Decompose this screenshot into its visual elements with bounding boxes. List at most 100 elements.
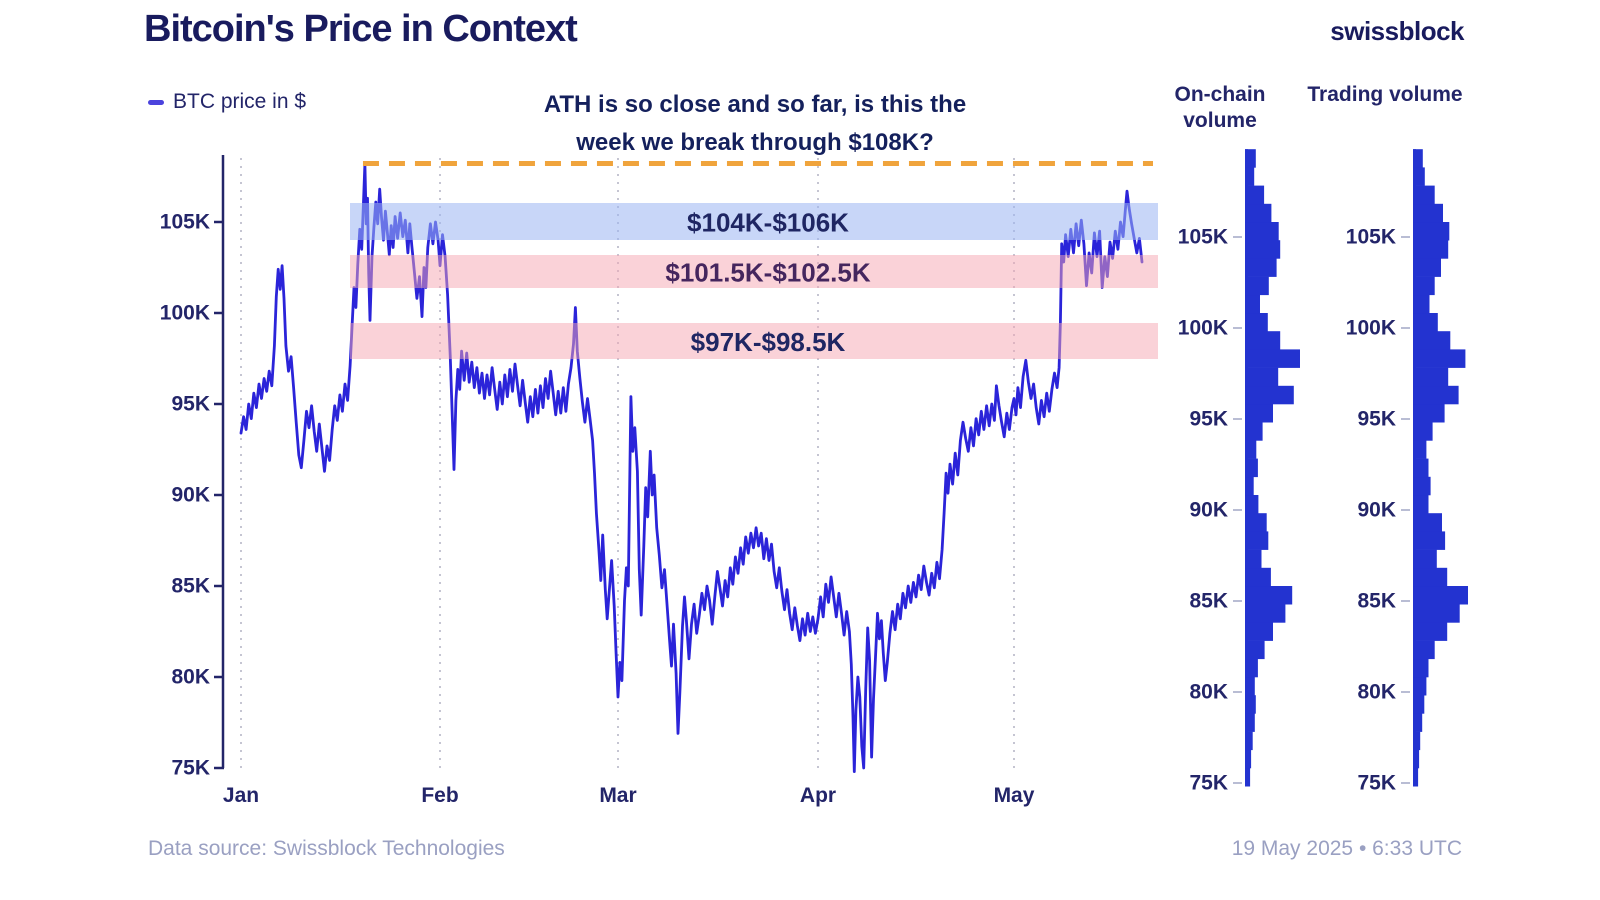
- y-axis-tick-label: 90K: [171, 484, 210, 507]
- x-axis-tick-label: May: [994, 784, 1035, 807]
- histogram-bar: [1413, 185, 1435, 205]
- histogram-tick-label: 90K: [1357, 499, 1396, 522]
- histogram-bar: [1245, 658, 1258, 678]
- histogram-bar: [1245, 185, 1265, 205]
- trading-volume-title: Trading volume: [1307, 83, 1463, 106]
- histogram-bar: [1245, 513, 1267, 532]
- histogram-bar: [1245, 531, 1269, 550]
- histogram-bar: [1245, 149, 1256, 168]
- histogram-bar: [1413, 240, 1449, 259]
- histogram-bar: [1245, 604, 1286, 623]
- histogram-tick-label: 105K: [1346, 226, 1396, 249]
- price-band: [350, 203, 1158, 240]
- histogram-tick-label: 95K: [1189, 408, 1228, 431]
- histogram-bar: [1413, 276, 1435, 296]
- histogram-bar: [1413, 749, 1420, 769]
- btc-price-line: [239, 162, 1144, 773]
- histogram-tick-label: 80K: [1189, 681, 1228, 704]
- histogram-bar: [1413, 713, 1423, 732]
- page-title: Bitcoin's Price in Context: [144, 8, 578, 50]
- histogram-bar: [1245, 367, 1279, 387]
- histogram-bar: [1413, 422, 1433, 441]
- price-band: [350, 255, 1158, 288]
- legend-label: BTC price in $: [173, 90, 307, 113]
- histogram-bar: [1413, 167, 1425, 186]
- histogram-bar: [1413, 440, 1427, 459]
- y-axis-tick-label: 95K: [171, 393, 210, 416]
- histogram-bar: [1413, 658, 1429, 678]
- histogram-bar: [1245, 731, 1253, 751]
- x-axis-tick-label: Jan: [223, 784, 259, 807]
- onchain-volume-title: On-chain volume: [1174, 83, 1266, 132]
- histogram-tick-label: 100K: [1178, 317, 1228, 340]
- histogram-bar: [1413, 640, 1435, 660]
- y-axis-tick-label: 105K: [160, 211, 210, 234]
- histogram-bar: [1413, 367, 1449, 387]
- x-axis-tick-label: Apr: [800, 784, 836, 807]
- price-band-label: $101.5K-$102.5K: [665, 258, 870, 288]
- histogram-bar: [1413, 222, 1450, 241]
- histogram-bar: [1413, 586, 1468, 605]
- histogram-bar: [1245, 586, 1293, 605]
- histogram-bar: [1413, 513, 1442, 532]
- ath-annotation-line2: week we break through $108K?: [576, 129, 934, 156]
- histogram-bar: [1413, 349, 1466, 368]
- histogram-bar: [1413, 731, 1421, 751]
- histogram-bar: [1245, 458, 1258, 478]
- histogram-bar: [1245, 567, 1271, 587]
- histogram-bar: [1245, 203, 1272, 223]
- histogram-tick-label: 80K: [1357, 681, 1396, 704]
- y-axis-tick-label: 75K: [171, 757, 210, 780]
- histogram-bar: [1245, 385, 1294, 405]
- histogram-bar: [1413, 567, 1448, 587]
- histogram-bar: [1413, 203, 1443, 223]
- histogram-bar: [1245, 476, 1254, 496]
- price-band-label: $97K-$98.5K: [691, 327, 846, 357]
- data-source-label: Data source: Swissblock Technologies: [148, 837, 505, 860]
- histogram-bar: [1413, 476, 1431, 496]
- price-band-label: $104K-$106K: [687, 208, 849, 238]
- histogram-bar: [1413, 294, 1430, 314]
- ath-annotation: ATH is so close and so far, is this the …: [505, 86, 1005, 162]
- histogram-tick-label: 95K: [1357, 408, 1396, 431]
- y-axis-tick-label: 100K: [160, 302, 210, 325]
- histogram-bar: [1413, 768, 1419, 787]
- y-axis-tick-label: 80K: [171, 666, 210, 689]
- histogram-bar: [1413, 677, 1427, 696]
- histogram-tick-label: 90K: [1189, 499, 1228, 522]
- histogram-bar: [1245, 276, 1269, 296]
- histogram-bar: [1245, 768, 1251, 787]
- x-axis-tick-label: Feb: [421, 784, 458, 807]
- histogram-tick-label: 85K: [1357, 590, 1396, 613]
- histogram-bar: [1413, 149, 1423, 168]
- histogram-bar: [1245, 349, 1300, 368]
- histogram-bar: [1413, 331, 1451, 350]
- histogram-bar: [1245, 294, 1260, 314]
- x-axis-tick-label: Mar: [599, 784, 636, 807]
- histogram-bar: [1245, 695, 1256, 714]
- histogram-bar: [1245, 640, 1265, 660]
- histogram-tick-label: 75K: [1357, 772, 1396, 795]
- histogram-bar: [1245, 167, 1255, 186]
- ath-annotation-line1: ATH is so close and so far, is this the: [543, 91, 967, 118]
- histogram-bar: [1245, 258, 1277, 277]
- histogram-tick-label: 85K: [1189, 590, 1228, 613]
- histogram-bar: [1245, 677, 1255, 696]
- histogram-bar: [1245, 331, 1281, 350]
- histogram-bar: [1245, 240, 1281, 259]
- swissblock-logo: swissblock: [1330, 16, 1464, 46]
- histogram-bar: [1413, 495, 1429, 514]
- histogram-bar: [1245, 313, 1268, 332]
- histogram-bar: [1413, 695, 1425, 714]
- legend-line-swatch-icon: [148, 99, 164, 105]
- histogram-bar: [1413, 622, 1448, 641]
- histogram-bar: [1413, 404, 1445, 423]
- price-band: [350, 323, 1158, 359]
- histogram-bar: [1413, 604, 1460, 623]
- histogram-bar: [1413, 258, 1441, 277]
- histogram-bar: [1413, 313, 1438, 332]
- histogram-tick-label: 100K: [1346, 317, 1396, 340]
- histogram-tick-label: 75K: [1189, 772, 1228, 795]
